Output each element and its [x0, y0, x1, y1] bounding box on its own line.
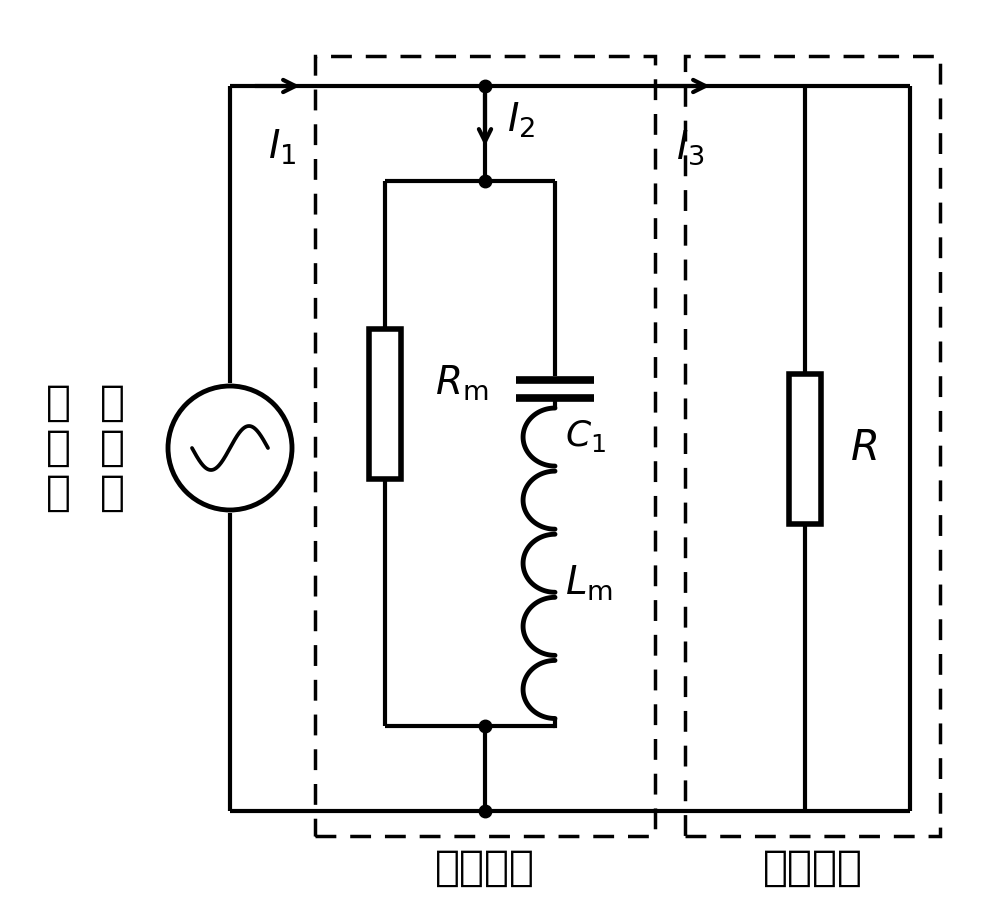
Bar: [369, 329, 401, 478]
Text: $\mathit{I}_1$: $\mathit{I}_1$: [268, 128, 297, 168]
Text: $\mathit{I}_3$: $\mathit{I}_3$: [676, 128, 704, 167]
Bar: [685, 56, 940, 836]
Text: $R_{\mathrm{m}}$: $R_{\mathrm{m}}$: [435, 364, 488, 403]
Text: 取能支路: 取能支路: [763, 847, 862, 889]
Text: $\mathit{I}_2$: $\mathit{I}_2$: [507, 101, 535, 139]
Text: 线  路: 线 路: [46, 472, 124, 514]
Text: 输  电: 输 电: [46, 427, 124, 469]
Text: $R$: $R$: [850, 428, 877, 470]
Text: $C_1$: $C_1$: [565, 419, 606, 454]
Text: 高  压: 高 压: [46, 382, 124, 424]
Bar: [315, 56, 655, 836]
Text: 阻尼支路: 阻尼支路: [435, 847, 535, 889]
Text: $L_{\mathrm{m}}$: $L_{\mathrm{m}}$: [565, 563, 613, 603]
Bar: [789, 374, 821, 524]
